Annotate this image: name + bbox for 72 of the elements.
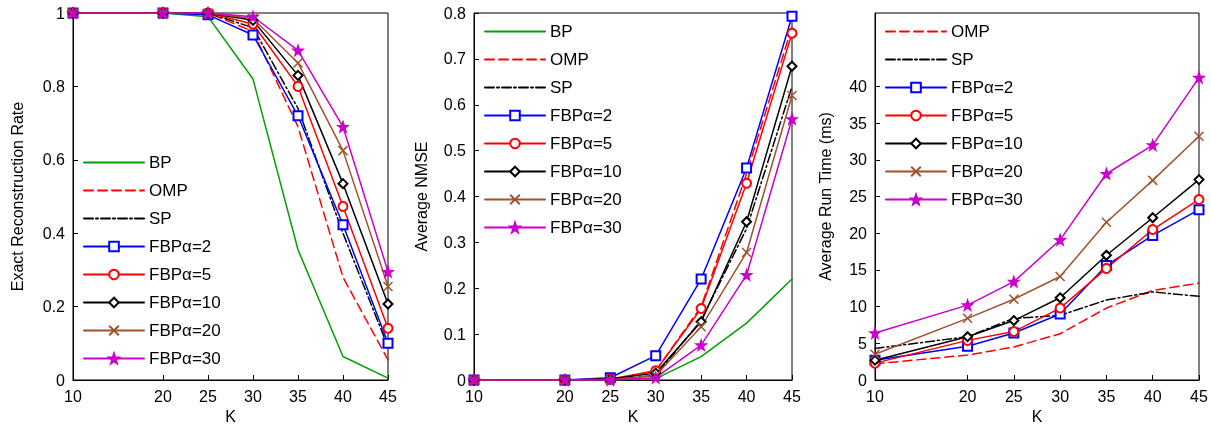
legend-label: FBPα=30	[550, 218, 622, 237]
y-tick-label: 0.8	[42, 77, 66, 95]
legend-label: FBPα=5	[149, 265, 212, 284]
legend-label: FBPα=10	[550, 162, 622, 181]
legend-label: FBPα=2	[951, 78, 1014, 97]
legend-label: BP	[149, 153, 172, 172]
x-tick-label: 35	[1097, 387, 1116, 405]
x-tick-label: 45	[1190, 387, 1208, 405]
legend-label: FBPα=20	[550, 190, 622, 209]
y-tick-label: 40	[849, 77, 868, 95]
y-axis-title: Exact Reconstruction Rate	[8, 101, 26, 292]
x-tick-label: 25	[601, 387, 620, 405]
legend-label: FBPα=20	[149, 321, 221, 340]
y-axis-title: Average NMSE	[412, 141, 430, 252]
y-tick-label: 5	[858, 334, 868, 352]
x-axis-title: K	[627, 408, 639, 426]
legend-label: FBPα=2	[149, 237, 212, 256]
y-tick-label: 0	[56, 371, 66, 389]
x-tick-label: 35	[692, 387, 711, 405]
legend-label: SP	[550, 78, 573, 97]
y-tick-label: 20	[849, 224, 868, 242]
x-tick-label: 45	[783, 387, 801, 405]
legend-label: FBPα=30	[149, 349, 221, 368]
x-tick-label: 30	[1051, 387, 1070, 405]
legend-label: FBPα=30	[951, 190, 1023, 209]
y-tick-label: 0.5	[443, 142, 467, 160]
x-tick-label: 40	[737, 387, 756, 405]
x-tick-label: 45	[379, 387, 397, 405]
legend-label: SP	[951, 50, 974, 69]
legend-label: OMP	[550, 50, 589, 69]
x-tick-label: 25	[199, 387, 217, 405]
y-tick-label: 0.4	[443, 188, 467, 205]
legend-label: FBPα=2	[550, 106, 613, 125]
legend-label: SP	[149, 209, 172, 228]
y-tick-label: 0.2	[42, 298, 66, 316]
y-tick-label: 0	[457, 371, 467, 389]
legend-label: OMP	[951, 22, 990, 41]
x-tick-label: 10	[465, 387, 483, 405]
x-tick-label: 40	[1143, 387, 1162, 405]
y-tick-label: 35	[849, 114, 868, 132]
y-tick-label: 0.6	[443, 96, 467, 114]
y-tick-label: 0.7	[443, 50, 467, 68]
y-tick-label: 30	[849, 151, 868, 169]
legend-label: BP	[550, 22, 573, 41]
legend-label: FBPα=5	[550, 134, 613, 153]
y-axis-title: Average Run Time (ms)	[816, 112, 834, 281]
legend-label: FBPα=10	[951, 134, 1023, 153]
x-tick-label: 30	[646, 387, 665, 405]
x-axis-title: K	[225, 408, 237, 426]
legend-label: OMP	[149, 181, 188, 200]
x-tick-label: 20	[154, 387, 172, 405]
y-tick-label: 0.2	[443, 279, 467, 297]
y-tick-label: 25	[849, 188, 868, 205]
x-tick-label: 25	[1004, 387, 1023, 405]
legend-label: FBPα=20	[951, 162, 1023, 181]
y-tick-label: 15	[849, 261, 868, 279]
x-tick-label: 40	[334, 387, 352, 405]
y-tick-label: 10	[849, 298, 868, 316]
y-tick-label: 0	[858, 371, 868, 389]
y-tick-label: 0.3	[443, 233, 467, 251]
legend-label: FBPα=5	[951, 106, 1014, 125]
y-tick-label: 0.4	[42, 224, 66, 242]
y-tick-label: 0.6	[42, 151, 66, 169]
x-tick-label: 30	[244, 387, 262, 405]
x-axis-title: K	[1031, 408, 1043, 426]
x-tick-label: 20	[958, 387, 977, 405]
legend-label: FBPα=10	[149, 293, 221, 312]
x-tick-label: 35	[289, 387, 307, 405]
y-tick-label: 0.1	[443, 325, 467, 343]
y-tick-label: 1	[56, 4, 66, 22]
x-tick-label: 20	[555, 387, 574, 405]
y-tick-label: 0.8	[443, 4, 467, 22]
